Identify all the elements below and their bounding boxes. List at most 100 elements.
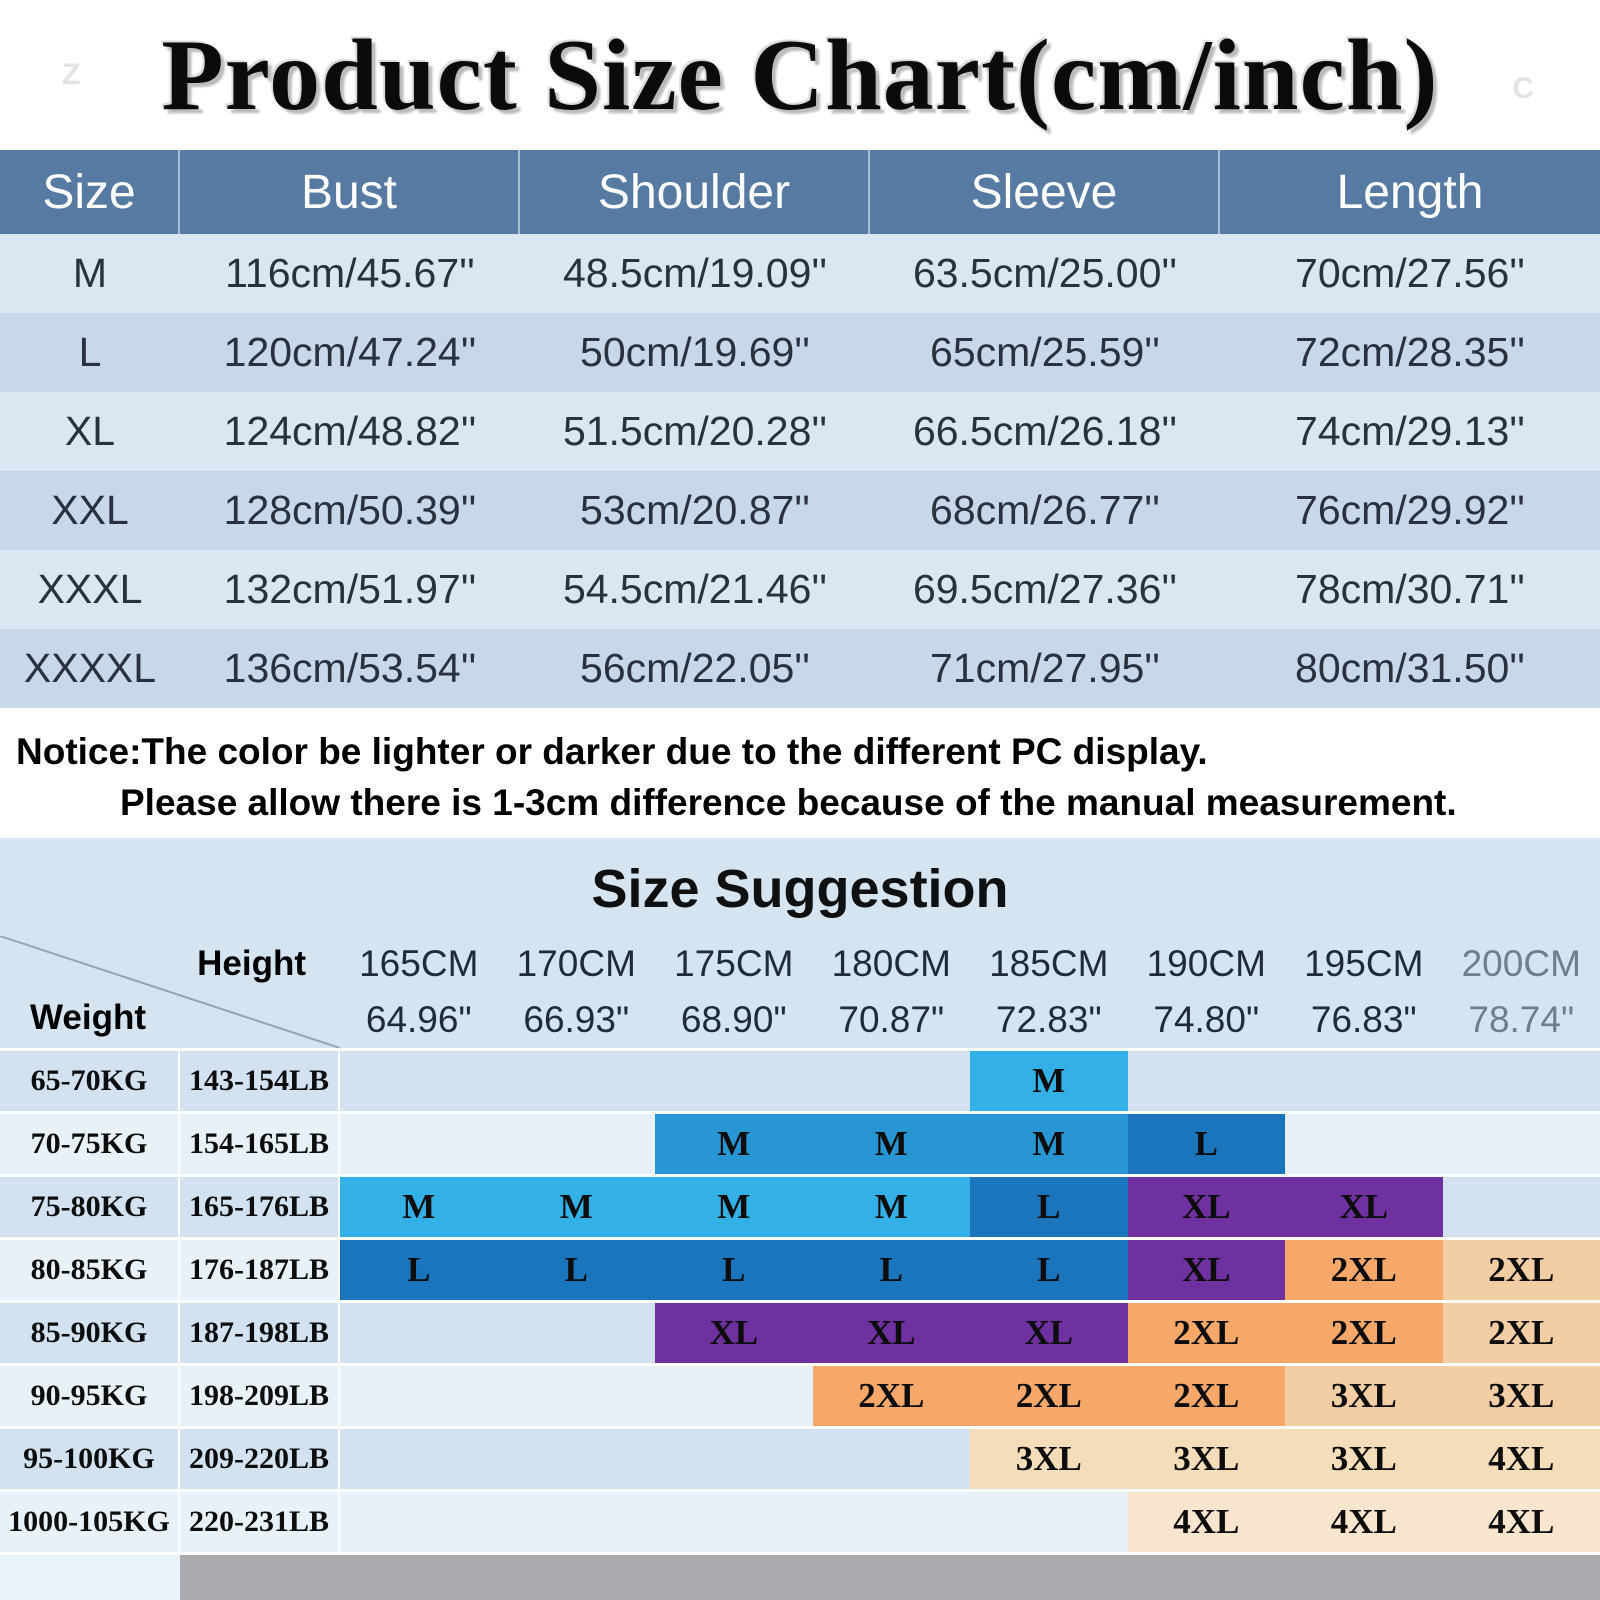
size-cell: XL [1127,1177,1285,1238]
notice-line-1: Notice:The color be lighter or darker du… [16,731,1208,772]
height-cm: 170CM [516,943,636,985]
table-row: XXL 128cm/50.39'' 53cm/20.87'' 68cm/26.7… [0,471,1600,550]
size-value: XXL [51,487,129,533]
sleeve-value: 66.5cm/26.18'' [912,408,1178,454]
length-value: 74cm/29.13'' [1295,408,1525,454]
shoulder-value: 48.5cm/19.09'' [562,250,828,296]
size-cell: XL [970,1303,1128,1364]
height-cm: 200CM [1461,943,1581,985]
height-inch-row: 64.96" 66.93" 68.90" 70.87" 72.83" 74.80… [0,992,1600,1048]
length-value: 78cm/30.71'' [1295,566,1525,612]
suggestion-row: 65-70KG 143-154LB M [0,1048,1600,1112]
size-cell: XL [1127,1240,1285,1301]
header-size: Size [0,150,180,234]
height-weight-corner-cell: Height Weight [0,936,340,1049]
shoulder-value: 50cm/19.69'' [580,329,810,375]
size-cell: 4XL [1442,1429,1600,1490]
size-value: L [78,329,102,375]
table-row: XXXXL 136cm/53.54'' 56cm/22.05'' 71cm/27… [0,629,1600,708]
suggestion-row: 70-75KG 154-165LB M M M L [0,1111,1600,1175]
size-cell: 2XL [1285,1240,1443,1301]
table-row: M 116cm/45.67'' 48.5cm/19.09'' 63.5cm/25… [0,234,1600,313]
height-inch: 70.87" [838,999,945,1041]
sleeve-value: 71cm/27.95'' [930,645,1160,691]
bust-value: 116cm/45.67'' [225,250,475,296]
sleeve-value: 63.5cm/25.00'' [912,250,1178,296]
height-cm: 195CM [1304,943,1424,985]
size-cell [340,1492,498,1552]
shoulder-value: 53cm/20.87'' [580,487,810,533]
weight-kg-label: 70-75KG [0,1114,180,1175]
size-value: XXXXL [23,645,157,691]
header-sleeve: Sleeve [870,150,1220,234]
size-cell: L [970,1240,1128,1301]
cutoff-row-label-area [0,1555,180,1600]
size-cell [813,1429,971,1489]
size-cell: L [497,1240,655,1301]
size-cell: 4XL [1442,1492,1600,1553]
header-length: Length [1336,165,1484,219]
bust-value: 120cm/47.24'' [223,329,477,375]
size-cell [1443,1177,1600,1237]
size-cell [813,1492,971,1552]
suggestion-row: 75-80KG 165-176LB M M M M L XL XL [0,1174,1600,1238]
size-cell: L [1127,1114,1285,1175]
shoulder-value: 54.5cm/21.46'' [562,566,828,612]
size-suggestion-section: Size Suggestion 165CM 170CM 175CM 180CM … [0,838,1600,1600]
height-inch: 64.96" [365,999,472,1041]
weight-lb-label: 176-187LB [180,1240,340,1301]
weight-lb-label: 154-165LB [180,1114,340,1175]
size-cell [498,1303,656,1363]
size-suggestion-title: Size Suggestion [591,859,1009,920]
size-cell: 4XL [1127,1492,1285,1553]
length-value: 76cm/29.92'' [1295,487,1525,533]
height-inch: 76.83" [1310,999,1417,1041]
size-cell [498,1429,656,1489]
cutoff-row-grey-band [180,1555,1600,1600]
weight-lb-label: 209-220LB [180,1429,340,1490]
table-row: L 120cm/47.24'' 50cm/19.69'' 65cm/25.59'… [0,313,1600,392]
size-cell: M [970,1114,1128,1175]
size-cell: 3XL [970,1429,1128,1490]
weight-kg-label: 65-70KG [0,1051,180,1112]
size-cell [1285,1051,1443,1111]
height-inch: 68.90" [680,999,787,1041]
weight-lb-label: 187-198LB [180,1303,340,1364]
size-cell [655,1366,813,1426]
size-cell [340,1366,498,1426]
height-inch: 74.80" [1153,999,1260,1041]
size-cell: 2XL [1285,1303,1443,1364]
size-cell: M [340,1177,498,1238]
size-cell: M [497,1177,655,1238]
size-table: Size Bust Shoulder Sleeve Length M 116cm… [0,150,1600,708]
table-row: XL 124cm/48.82'' 51.5cm/20.28'' 66.5cm/2… [0,392,1600,471]
bust-value: 128cm/50.39'' [223,487,477,533]
size-cell: L [970,1177,1128,1238]
size-cell: L [340,1240,498,1301]
size-cell: 2XL [812,1366,970,1427]
size-cell: 3XL [1127,1429,1285,1490]
height-cm: 185CM [989,943,1109,985]
size-cell [1128,1051,1286,1111]
watermark-left: Z [62,58,81,91]
header-bust: Bust [180,150,520,234]
suggestion-row: 1000-105KG 220-231LB 4XL 4XL 4XL [0,1489,1600,1553]
header-shoulder: Shoulder [520,150,870,234]
size-cell: M [655,1114,813,1175]
size-cell [1285,1114,1443,1174]
height-cm: 165CM [359,943,479,985]
page-title: Product Size Chart(cm/inch) [161,18,1439,132]
size-cell [498,1366,656,1426]
size-cell: 2XL [1127,1366,1285,1427]
size-cell [655,1429,813,1489]
weight-lb-label: 198-209LB [180,1366,340,1427]
height-cm-row: 165CM 170CM 175CM 180CM 185CM 190CM 195C… [0,936,1600,992]
shoulder-value: 56cm/22.05'' [580,645,810,691]
suggestion-row: 90-95KG 198-209LB 2XL 2XL 2XL 3XL 3XL [0,1363,1600,1427]
size-cell [1443,1114,1600,1174]
size-cell [340,1429,498,1489]
size-cell: 2XL [1442,1240,1600,1301]
suggestion-row: 80-85KG 176-187LB L L L L L XL 2XL 2XL [0,1237,1600,1301]
bust-value: 124cm/48.82'' [223,408,477,454]
size-cell: 2XL [1442,1303,1600,1364]
